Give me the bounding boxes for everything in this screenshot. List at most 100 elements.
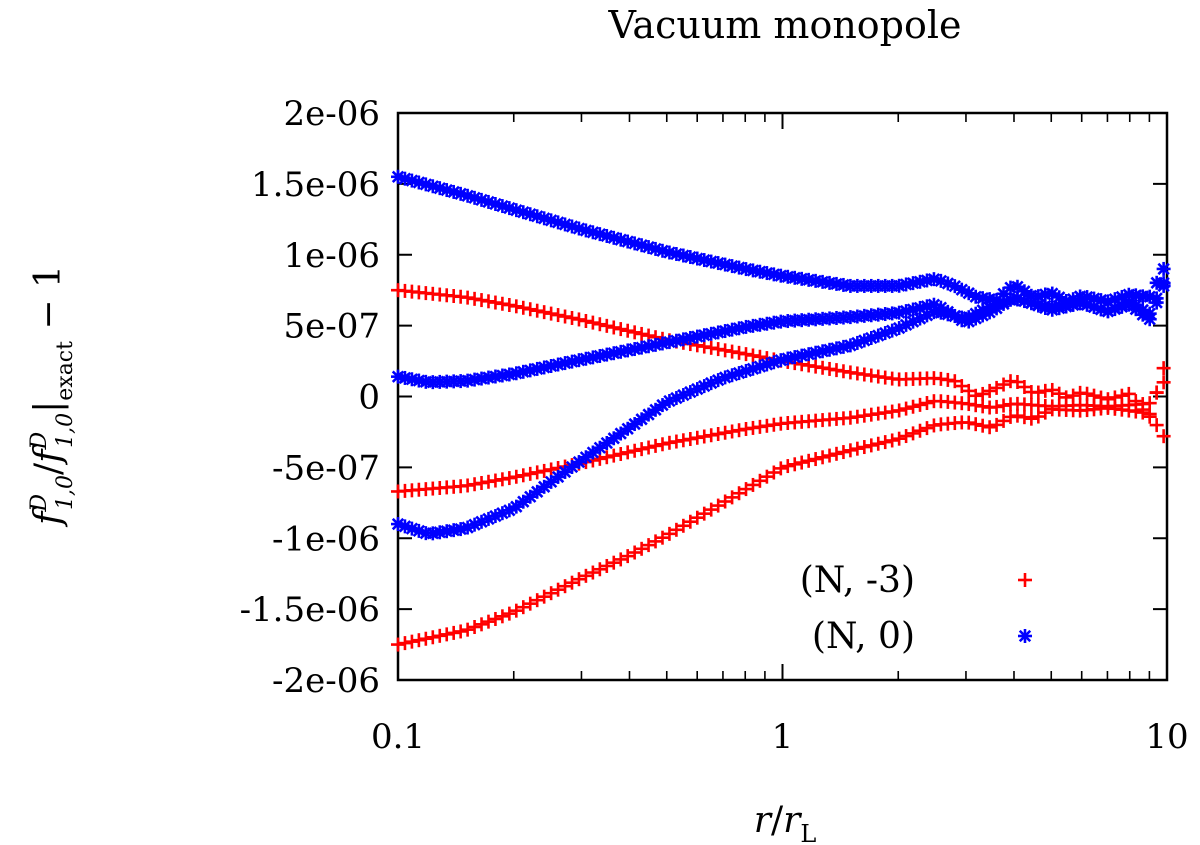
data-point	[578, 568, 593, 583]
data-point	[516, 600, 531, 615]
data-point	[432, 628, 447, 643]
data-point	[606, 448, 621, 463]
data-point-d2	[544, 214, 558, 227]
data-point-d2	[461, 189, 474, 202]
data-point	[968, 417, 983, 432]
data-point	[1156, 361, 1171, 376]
data-point	[565, 310, 580, 325]
data-point	[404, 634, 419, 649]
data-point	[996, 377, 1011, 392]
data-point-d2	[517, 206, 530, 219]
data-point	[1135, 405, 1150, 420]
data-point	[1156, 429, 1171, 444]
data-point	[1149, 418, 1164, 433]
data-point	[481, 614, 496, 629]
data-point	[899, 401, 914, 416]
data-point	[558, 579, 573, 594]
data-point-d2	[955, 283, 968, 296]
data-point	[620, 549, 635, 564]
data-point-d2	[718, 371, 732, 384]
data-point-d2	[1150, 292, 1163, 305]
y-tick-label: -5e-07	[272, 448, 380, 488]
data-point-d2	[746, 362, 760, 375]
data-point	[516, 300, 531, 315]
data-point	[544, 306, 559, 321]
data-point	[453, 186, 468, 201]
data-point-d2	[524, 490, 537, 503]
data-point-d2	[475, 193, 488, 207]
data-point-d2	[405, 174, 419, 187]
data-point-d2	[649, 242, 662, 256]
data-point	[391, 637, 405, 652]
data-point	[523, 466, 538, 481]
data-point	[739, 363, 754, 378]
data-point	[425, 630, 440, 645]
data-point	[906, 399, 921, 414]
data-point-d2	[503, 201, 516, 215]
data-point-d2	[607, 231, 620, 244]
data-point	[544, 586, 559, 601]
data-point-d2	[934, 274, 948, 288]
data-point	[585, 565, 600, 580]
data-point-d2	[572, 222, 586, 235]
data-point	[634, 326, 649, 341]
legend-label: (N, 0)	[812, 616, 915, 657]
data-point	[502, 471, 517, 486]
data-point-d2	[614, 233, 627, 246]
data-point	[780, 459, 795, 474]
legend: (N, -3) (N, 0)	[800, 560, 1032, 657]
data-point-d2	[600, 229, 613, 243]
data-point-d2	[732, 366, 746, 380]
data-point-d2	[739, 364, 753, 378]
data-point	[864, 438, 879, 453]
data-point	[599, 318, 614, 333]
data-point	[982, 383, 997, 398]
data-point-d2	[496, 199, 509, 213]
svg-text:r/rL: r/rL	[754, 800, 817, 845]
data-point-d2	[391, 170, 405, 183]
data-point	[773, 461, 788, 476]
data-point	[571, 312, 586, 327]
data-point-d2	[398, 172, 412, 185]
data-point	[982, 420, 997, 435]
data-point	[488, 611, 503, 626]
data-point-d2	[586, 226, 600, 239]
data-point-d2	[510, 500, 523, 513]
data-point	[634, 442, 649, 457]
data-point	[745, 348, 760, 363]
data-point-d2	[412, 176, 426, 189]
data-point-d2	[489, 197, 502, 211]
legend-marker-d2	[1018, 629, 1032, 643]
y-tick-label: 1e-06	[283, 236, 380, 276]
data-point	[919, 396, 934, 411]
data-point	[418, 631, 433, 646]
data-point	[989, 380, 1004, 395]
data-point	[530, 465, 545, 480]
data-point-d2	[482, 195, 495, 209]
data-point	[919, 421, 934, 436]
x-tick-label: 0.1	[371, 717, 425, 757]
x-tick-label: 1	[772, 717, 794, 757]
data-point	[843, 443, 858, 458]
data-point	[1142, 306, 1157, 321]
data-point	[585, 315, 600, 330]
data-point-d2	[572, 455, 586, 469]
data-point	[530, 303, 545, 318]
data-point-d2	[558, 465, 572, 479]
data-point	[857, 440, 872, 455]
data-point	[446, 625, 461, 640]
data-point-d2	[1136, 303, 1149, 317]
data-point	[815, 450, 830, 465]
data-point	[836, 445, 851, 460]
data-point-d2	[621, 235, 634, 248]
y-tick-label: -1.5e-06	[240, 590, 380, 630]
data-point	[509, 603, 524, 618]
data-point-d2	[531, 210, 544, 223]
data-marks	[391, 169, 1171, 652]
data-point	[961, 415, 976, 430]
data-point-d2	[1094, 303, 1108, 316]
data-point	[906, 426, 921, 441]
data-point	[502, 298, 517, 313]
data-point	[592, 562, 607, 577]
